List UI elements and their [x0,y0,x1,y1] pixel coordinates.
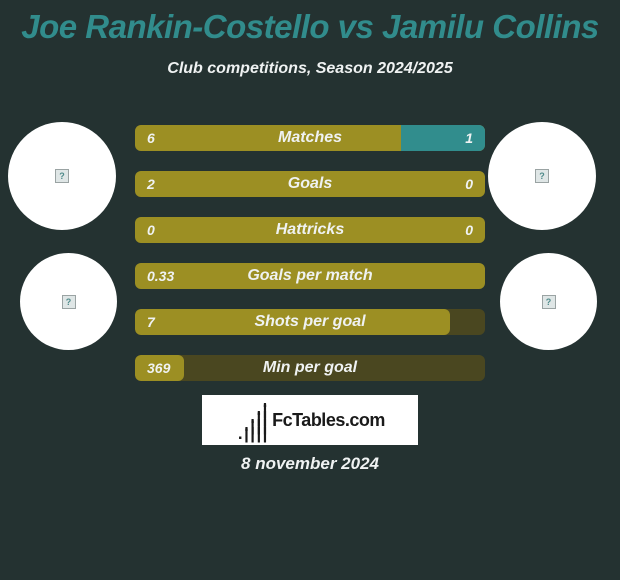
stat-value-right: 0 [465,217,473,243]
title-player2: Jamilu Collins [382,8,599,45]
bar-left-segment [135,309,450,335]
logo-chart-icon: . .| .|| .||| .|||| [235,400,266,440]
date: 8 november 2024 [0,454,620,474]
stat-row-goals-per-match: Goals per match0.33 [135,263,485,289]
stat-row-goals: Goals2 0 [135,171,485,197]
stat-value-right: 0 [465,171,473,197]
page-title: Joe Rankin-Costello vs Jamilu Collins [0,0,620,46]
image-placeholder-icon: ? [55,169,69,183]
avatar-circle-2: ? [488,122,596,230]
stats-bars-area: Matches61Goals20Hattricks00Goals per mat… [135,125,485,401]
stat-value-left: 2 [147,171,155,197]
logo-box: . .| .|| .||| .|||| FcTables.com [202,395,418,445]
stat-label: Hattricks [135,217,485,243]
stat-row-shots-per-goal: Shots per goal7 [135,309,485,335]
image-placeholder-icon: ? [62,295,76,309]
logo-text: FcTables.com [272,410,385,431]
stat-value-left: 6 [147,125,155,151]
stat-row-matches: Matches61 [135,125,485,151]
avatar-circle-3: ? [500,253,597,350]
stat-value-left: 0.33 [147,263,174,289]
title-vs: vs [329,8,382,45]
bar-left-segment [135,355,184,381]
image-placeholder-icon: ? [535,169,549,183]
stat-value-left: 0 [147,217,155,243]
stat-row-hattricks: Hattricks0 0 [135,217,485,243]
title-player1: Joe Rankin-Costello [21,8,329,45]
comparison-infographic: Joe Rankin-Costello vs Jamilu Collins Cl… [0,0,620,580]
subtitle: Club competitions, Season 2024/2025 [0,60,620,78]
avatar-circle-1: ? [20,253,117,350]
bar-right-segment [401,125,485,151]
avatar-circle-0: ? [8,122,116,230]
stat-row-min-per-goal: Min per goal369 [135,355,485,381]
stat-label: Goals [135,171,485,197]
image-placeholder-icon: ? [542,295,556,309]
stat-label: Min per goal [135,355,485,381]
stat-label: Goals per match [135,263,485,289]
